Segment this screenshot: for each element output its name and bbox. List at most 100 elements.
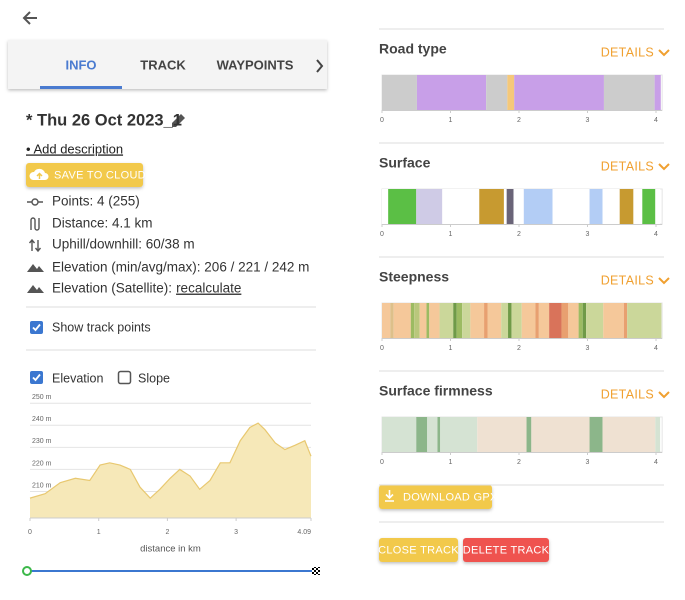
details-button[interactable]: DETAILS [601, 159, 654, 173]
segment [602, 417, 656, 452]
y-tick-label: 250 m [32, 394, 52, 401]
segment [487, 303, 502, 338]
tab-bar [8, 40, 327, 89]
tab-scroll[interactable] [316, 59, 324, 73]
segment [603, 75, 655, 110]
segment [603, 303, 624, 338]
save-button-label[interactable]: SAVE TO CLOUD [54, 169, 146, 181]
segment [416, 417, 428, 452]
stat: Distance: 4.1 km [52, 216, 153, 231]
segment [568, 303, 579, 338]
details-button[interactable]: DETAILS [601, 273, 654, 287]
x-tick-label: 4 [654, 117, 658, 124]
segment [382, 417, 417, 452]
chevron[interactable] [658, 49, 670, 57]
segment [538, 303, 550, 338]
x-tick-label: 1 [449, 459, 453, 466]
y-tick-label: 210 m [32, 482, 52, 489]
segment [419, 303, 427, 338]
edit-icon[interactable] [172, 114, 185, 127]
checkbox-label: Slope [138, 371, 170, 385]
segment [453, 303, 457, 338]
close-button-label[interactable]: CLOSE TRACK [378, 544, 459, 556]
y-tick-label: 240 m [32, 416, 52, 423]
slider-end[interactable] [312, 567, 320, 575]
segment [526, 417, 532, 452]
stat-icons [27, 198, 43, 253]
recalculate-link[interactable]: recalculate [176, 281, 241, 296]
segment [416, 189, 443, 224]
download-button[interactable] [379, 485, 492, 509]
tab[interactable]: INFO [65, 57, 96, 72]
x-tick-label: 2 [517, 459, 521, 466]
segment [506, 189, 514, 224]
delete-button-label[interactable]: DELETE TRACK [463, 544, 550, 556]
segment [602, 189, 620, 224]
x-tick-label: 4 [654, 345, 658, 352]
segment [531, 417, 590, 452]
section-title: Steepness [379, 269, 449, 285]
back-button[interactable] [22, 11, 37, 25]
segment [439, 303, 454, 338]
chevron[interactable] [658, 277, 670, 285]
segment [390, 303, 394, 338]
tab-indicator [40, 86, 122, 89]
track-name: * Thu 26 Oct 2023_1 [26, 111, 182, 129]
segment [642, 189, 656, 224]
y-tick-label: 230 m [32, 438, 52, 445]
segment [477, 417, 527, 452]
x-tick-label: 2 [517, 345, 521, 352]
segment [442, 189, 480, 224]
section-title: Road type [379, 41, 447, 57]
x-tick-label: 1 [449, 117, 453, 124]
segment [382, 303, 391, 338]
x-tick-label: 3 [234, 529, 238, 536]
x-tick-label: 3 [586, 459, 590, 466]
segment [440, 417, 478, 452]
segment [582, 303, 587, 338]
delete-button[interactable] [463, 538, 549, 562]
segment [507, 75, 515, 110]
tab[interactable]: WAYPOINTS [217, 57, 294, 72]
y-tick-label: 220 m [32, 460, 52, 467]
x-tick-label: 1 [449, 345, 453, 352]
segment [589, 417, 603, 452]
download-button-label[interactable]: DOWNLOAD GPX [403, 491, 498, 503]
segment [479, 189, 504, 224]
segment [410, 303, 415, 338]
segment [414, 303, 420, 338]
segment [535, 303, 539, 338]
slider-start[interactable] [22, 566, 32, 576]
details-button[interactable]: DETAILS [601, 45, 654, 59]
segment [655, 417, 661, 452]
checkbox-unchecked[interactable] [117, 370, 132, 385]
x-axis-label: distance in km [140, 544, 201, 555]
checkbox-label: Elevation [52, 371, 103, 385]
segment [552, 189, 590, 224]
segment [549, 303, 562, 338]
details-button[interactable]: DETAILS [601, 387, 654, 401]
tab[interactable]: TRACK [140, 57, 186, 72]
save-button[interactable] [26, 163, 143, 187]
segment [470, 303, 485, 338]
x-tick-label: 2 [517, 231, 521, 238]
segment [382, 189, 389, 224]
segment [484, 303, 488, 338]
segment [586, 303, 604, 338]
segment [426, 303, 430, 338]
close-button[interactable] [379, 538, 458, 562]
segment [501, 303, 509, 338]
segment [589, 189, 603, 224]
x-tick-label: 4 [654, 459, 658, 466]
chevron[interactable] [658, 391, 670, 399]
segment [514, 75, 604, 110]
add-description[interactable]: • Add description [26, 141, 123, 156]
elevation-area [30, 423, 311, 518]
segment [654, 75, 661, 110]
segment [623, 303, 628, 338]
segment [633, 189, 643, 224]
chevron[interactable] [658, 163, 670, 171]
